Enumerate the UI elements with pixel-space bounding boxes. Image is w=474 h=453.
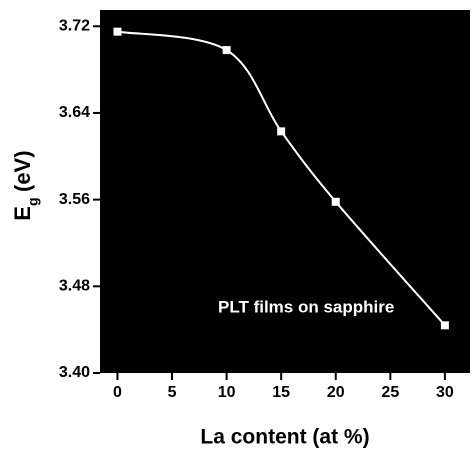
x-axis-label: La content (at %) <box>200 426 369 449</box>
y-tick-label: 3.56 <box>59 191 90 208</box>
y-label-main: E <box>10 206 35 221</box>
x-tick-label: 10 <box>218 384 236 401</box>
point <box>440 321 449 330</box>
x-tick-label: 0 <box>113 384 122 401</box>
y-tick-label: 3.48 <box>59 278 90 295</box>
x-tick-label: 30 <box>436 384 454 401</box>
y-tick-label: 3.40 <box>59 364 90 381</box>
point <box>222 46 231 55</box>
x-tick-label: 5 <box>168 384 177 401</box>
annotation: PLT films on sapphire <box>218 297 394 316</box>
y-tick-label: 3.72 <box>59 17 90 34</box>
x-tick-label: 15 <box>272 384 290 401</box>
y-tick-label: 3.64 <box>59 104 90 121</box>
y-label-unit: (eV) <box>10 150 35 192</box>
y-axis-label: E g (eV) <box>10 150 41 220</box>
point <box>331 197 340 206</box>
point <box>277 127 286 136</box>
point <box>113 27 122 36</box>
y-label-sub: g <box>25 197 41 206</box>
x-tick-label: 20 <box>327 384 345 401</box>
plot-area <box>100 10 470 373</box>
x-tick-label: 25 <box>381 384 399 401</box>
